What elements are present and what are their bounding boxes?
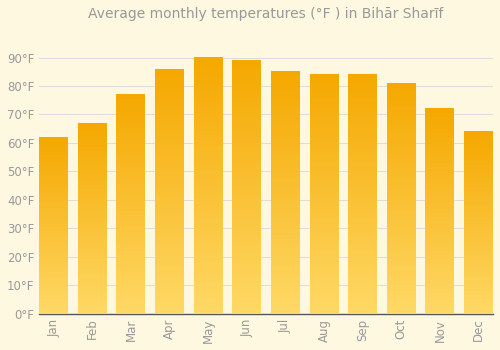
Bar: [155, 69, 184, 314]
Bar: [464, 132, 493, 314]
Bar: [39, 137, 68, 314]
Bar: [426, 109, 454, 314]
Bar: [194, 57, 222, 314]
Title: Average monthly temperatures (°F ) in Bihār Sharīf: Average monthly temperatures (°F ) in Bi…: [88, 7, 444, 21]
Bar: [387, 83, 416, 314]
Bar: [232, 61, 262, 314]
Bar: [348, 75, 377, 314]
Bar: [78, 123, 107, 314]
Bar: [310, 75, 338, 314]
Bar: [116, 94, 146, 314]
Bar: [271, 72, 300, 314]
